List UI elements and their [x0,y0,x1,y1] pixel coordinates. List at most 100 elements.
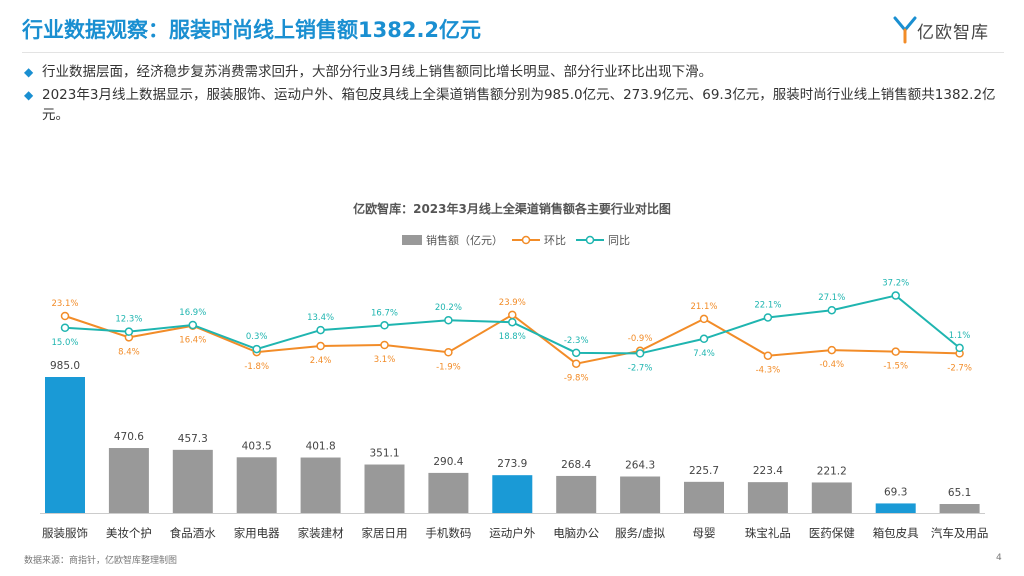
line-point-mom [827,345,837,355]
line-data-label-yoy: -2.7% [628,363,653,373]
line-point-mom [763,351,773,360]
x-tick-label: 汽车及用品 [931,526,989,540]
header-divider [22,52,1004,53]
bar-sales [875,503,916,513]
line-point-mom [316,341,325,351]
line-data-label-mom: 16.4% [179,336,206,346]
bullet-item: ◆ 行业数据层面，经济稳步复苏消费需求回升，大部分行业3月线上销售额同比增长明显… [24,62,1004,82]
line-point-yoy [444,315,453,325]
line-point-yoy [316,325,325,335]
line-point-mom [571,359,581,368]
line-point-yoy [763,313,773,322]
legend-marker-yoy [585,235,595,245]
brand-logo: 亿欧智库 [893,14,1003,46]
line-data-label-yoy: 18.8% [499,332,526,342]
line-data-label-mom: 23.1% [51,299,78,309]
logo-icon [893,16,917,44]
line-point-yoy [508,317,517,327]
line-point-yoy [635,349,645,358]
line-data-label-yoy: 12.3% [115,315,142,325]
chart-title: 亿欧智库：2023年3月线上全渠道销售额各主要行业对比图 [353,202,671,216]
summary-bullets: ◆ 行业数据层面，经济稳步复苏消费需求回升，大部分行业3月线上销售额同比增长明显… [24,62,1004,128]
bar-data-label: 403.5 [242,440,272,452]
line-data-label-mom: -1.8% [244,362,269,372]
line-data-label-mom: -2.7% [947,363,972,373]
line-data-label-mom: -9.8% [564,374,589,384]
bullet-item: ◆ 2023年3月线上数据显示，服装服饰、运动户外、箱包皮具线上全渠道销售额分别… [24,85,1004,125]
bar-data-label: 351.1 [369,448,399,460]
bar-sales [620,476,661,513]
line-data-label-mom: 2.4% [310,356,332,366]
source-note: 数据来源：商指针，亿欧智库整理制图 [24,556,178,566]
line-data-label-yoy: 37.2% [882,279,909,289]
bar-sales [172,449,213,513]
bar-data-label: 221.2 [817,465,847,477]
bar-sales [45,377,85,513]
bullet-text: 行业数据层面，经济稳步复苏消费需求回升，大部分行业3月线上销售额同比增长明显、部… [42,64,713,80]
line-point-yoy [124,327,134,336]
legend-swatch-sales [402,235,422,245]
logo-text: 亿欧智库 [917,23,989,43]
line-point-yoy [827,305,837,315]
line-data-label-yoy: 7.4% [693,349,715,359]
bar-data-label: 290.4 [433,456,463,468]
x-tick-label: 母婴 [693,526,716,540]
line-data-label-yoy: 16.9% [179,308,206,318]
legend-label-yoy: 同比 [608,234,630,247]
bar-sales [364,464,405,513]
line-data-label-mom: 21.1% [690,302,717,312]
bar-data-label: 69.3 [884,486,907,498]
line-data-label-yoy: 20.2% [435,303,462,313]
bar-data-label: 223.4 [753,465,783,477]
line-data-label-yoy: 16.7% [371,308,398,318]
line-data-label-mom: -0.9% [628,334,653,344]
bar-sales [236,457,277,513]
bar-sales [811,482,852,513]
line-data-label-yoy: 0.3% [246,332,268,342]
line-point-mom [380,340,389,350]
line-data-label-yoy: 22.1% [754,300,781,310]
bar-data-label: 273.9 [497,458,527,470]
x-tick-label: 运动户外 [489,526,535,540]
bullet-text: 2023年3月线上数据显示，服装服饰、运动户外、箱包皮具线上全渠道销售额分别为9… [42,87,996,123]
page-title: 行业数据观察：服装时尚线上销售额1382.2亿元 [22,18,482,42]
bar-sales [300,457,341,513]
bar-sales [556,475,597,513]
bar-sales [108,448,149,513]
line-point-yoy [699,334,709,344]
legend-label-sales: 销售额（亿元） [426,233,503,247]
x-tick-label: 家装建材 [298,526,344,540]
x-tick-label: 箱包皮具 [873,526,919,540]
x-tick-label: 家用电器 [234,526,280,540]
bar-data-label: 225.7 [689,465,719,477]
line-data-label-mom: 8.4% [118,347,140,357]
line-point-mom [508,310,517,320]
line-point-mom [444,348,453,357]
x-tick-label: 医药保健 [809,526,855,540]
line-data-label-yoy: -2.3% [564,336,589,346]
line-data-label-mom: -4.3% [756,366,781,376]
x-tick-label: 食品酒水 [170,526,216,540]
bar-data-label: 401.8 [306,441,336,453]
line-data-label-mom: 23.9% [499,298,526,308]
line-point-mom [699,314,709,324]
line-data-label-mom: -1.5% [883,362,908,372]
bar-sales [428,472,469,513]
x-tick-label: 家居日用 [362,526,408,540]
line-data-label-mom: 3.1% [374,355,396,365]
line-data-label-yoy: 27.1% [818,293,845,303]
bar-data-label: 65.1 [948,487,971,499]
x-tick-label: 服务/虚拟 [615,526,665,540]
line-data-label-mom: -0.4% [819,360,844,370]
bar-sales [747,482,788,513]
line-point-yoy [188,320,198,330]
line-point-yoy [571,348,581,358]
line-data-label-yoy: 13.4% [307,313,334,323]
line-point-yoy [60,323,70,332]
bar-data-label: 268.4 [561,459,591,471]
bar-sales [684,481,724,513]
diamond-icon: ◆ [24,88,34,102]
line-data-label-yoy: 15.0% [51,338,78,348]
x-tick-label: 电脑办公 [553,526,599,540]
